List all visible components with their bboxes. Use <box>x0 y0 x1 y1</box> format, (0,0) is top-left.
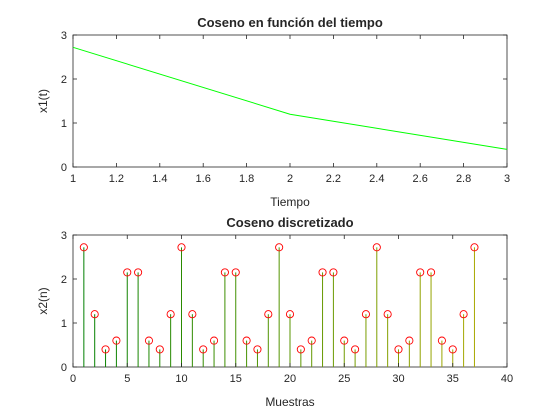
bottom-ytick-label: 1 <box>61 318 67 330</box>
bottom-xtick-label: 0 <box>70 373 76 385</box>
top-xtick-label: 2.2 <box>326 173 341 185</box>
stem-marker <box>242 336 251 345</box>
stem-marker <box>437 336 446 345</box>
plot-bottom-xticks: 0 5 10 15 20 25 30 35 40 <box>70 235 513 385</box>
top-ytick-label: 2 <box>61 74 67 86</box>
chart-title-top: Coseno en función del tiempo <box>197 15 383 30</box>
stem-marker <box>340 336 349 345</box>
axes-box-top <box>72 34 508 168</box>
stem-marker <box>361 310 371 319</box>
series-line <box>72 46 508 150</box>
stem-marker <box>307 336 316 345</box>
stem-marker <box>134 268 143 277</box>
plot-bottom-yticks: 0 1 2 3 <box>61 230 507 374</box>
bottom-xtick-label: 15 <box>230 373 242 385</box>
stem-marker <box>416 268 425 277</box>
plot-top-xticks: 1 1.2 1.4 1.6 1.8 2 2.2 2.4 2.6 2.8 3 <box>70 35 510 185</box>
plot-bottom-marks <box>79 243 479 367</box>
top-xtick-label: 1 <box>70 173 76 185</box>
stem-marker <box>275 243 284 252</box>
stem-marker <box>177 243 186 252</box>
bottom-xtick-label: 10 <box>175 373 187 385</box>
stem-marker <box>155 345 164 354</box>
top-xtick-label: 1.2 <box>109 173 124 185</box>
bottom-xtick-label: 20 <box>284 373 296 385</box>
stem-marker <box>351 345 360 354</box>
plot-top-marks <box>72 46 508 150</box>
top-ytick-label: 1 <box>61 118 67 130</box>
stem-marker <box>470 243 479 252</box>
stem-marker <box>144 336 153 345</box>
stem-marker <box>296 345 305 354</box>
top-xtick-label: 1.4 <box>152 173 167 185</box>
plot-top-yticks: 0 1 2 3 <box>61 30 507 174</box>
bottom-xtick-label: 5 <box>124 373 130 385</box>
top-xtick-label: 3 <box>504 173 510 185</box>
stem-marker <box>112 336 121 345</box>
stem-marker <box>285 310 295 319</box>
stem-marker <box>459 310 468 319</box>
bottom-xtick-label: 30 <box>392 373 404 385</box>
stem-marker <box>199 345 208 354</box>
stem-marker <box>405 336 414 345</box>
x-axis-label-top: Tiempo <box>270 195 310 209</box>
x-axis-label-bottom: Muestras <box>265 395 314 409</box>
stem-marker <box>253 345 262 354</box>
bottom-ytick-label: 0 <box>61 362 67 374</box>
top-xtick-label: 2.4 <box>369 173 384 185</box>
stem-marker <box>79 243 88 252</box>
top-xtick-label: 2 <box>287 173 293 185</box>
top-xtick-label: 2.8 <box>456 173 471 185</box>
bottom-xtick-label: 35 <box>447 373 459 385</box>
top-ytick-label: 0 <box>61 162 67 174</box>
stem-marker <box>123 268 132 277</box>
stem-marker <box>448 345 457 354</box>
stem-marker <box>383 310 392 319</box>
stem-marker <box>264 310 273 319</box>
top-xtick-label: 1.6 <box>196 173 211 185</box>
stem-marker <box>188 310 197 319</box>
stem-marker <box>318 268 327 277</box>
stem-marker <box>231 268 240 277</box>
top-ytick-label: 3 <box>61 30 67 42</box>
stem-marker <box>329 268 338 277</box>
top-xtick-label: 1.8 <box>239 173 254 185</box>
plot-bottom: 0 5 10 15 20 25 30 35 40 0 1 2 3 Coseno discretizad… <box>36 215 513 409</box>
stem-marker <box>166 310 175 319</box>
stem-marker <box>220 268 229 277</box>
chart-title-bottom: Coseno discretizado <box>226 215 353 230</box>
stem-marker <box>394 345 403 354</box>
bottom-ytick-label: 2 <box>61 274 67 286</box>
y-axis-label-top: x1(t) <box>36 89 50 113</box>
stem-marker <box>372 243 381 252</box>
y-axis-label-bottom: x2(n) <box>36 287 50 314</box>
bottom-xtick-label: 40 <box>501 373 513 385</box>
stem-marker <box>101 345 110 354</box>
top-xtick-label: 2.6 <box>413 173 428 185</box>
stem-marker <box>426 268 436 277</box>
bottom-xtick-label: 25 <box>338 373 350 385</box>
stem-marker <box>209 336 219 345</box>
stem-marker <box>90 310 99 319</box>
bottom-ytick-label: 3 <box>61 230 67 242</box>
